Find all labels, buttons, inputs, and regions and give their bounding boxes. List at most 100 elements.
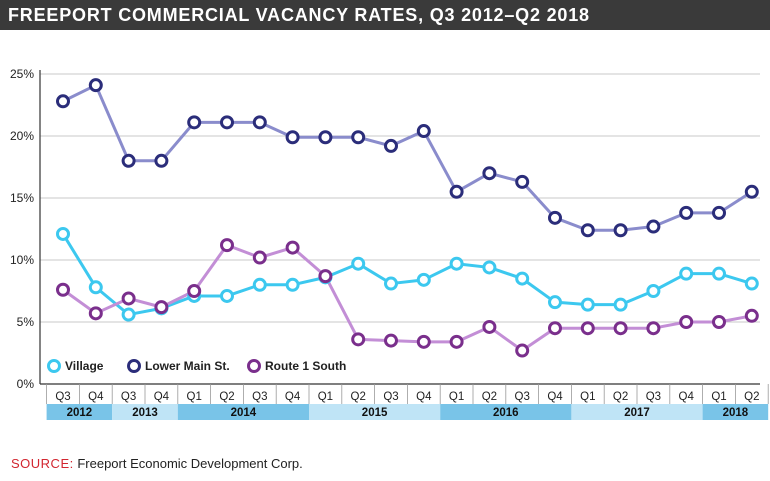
- series-line: [62, 83, 753, 232]
- data-point: [613, 321, 628, 336]
- data-point: [449, 334, 464, 349]
- year-label: 2016: [493, 407, 519, 419]
- data-point: [416, 334, 431, 349]
- data-point: [679, 315, 694, 329]
- data-point: [56, 282, 70, 297]
- data-point: [646, 219, 661, 234]
- legend-marker: [47, 359, 61, 373]
- data-point: [220, 238, 234, 253]
- data-point: [187, 284, 202, 298]
- year-label: 2018: [723, 407, 749, 419]
- data-point: [482, 260, 497, 275]
- x-tick-label: Q1: [318, 391, 333, 403]
- year-label: 2012: [67, 407, 93, 419]
- source-text: Freeport Economic Development Corp.: [73, 456, 303, 471]
- legend-label: Village: [65, 359, 104, 373]
- data-point: [613, 223, 628, 238]
- data-point: [285, 240, 300, 255]
- legend-marker: [247, 359, 261, 373]
- x-tick-label: Q4: [88, 391, 104, 403]
- data-point: [515, 271, 530, 286]
- data-point: [646, 284, 661, 298]
- chart-title: FREEPORT COMMERCIAL VACANCY RATES, Q3 20…: [8, 5, 590, 25]
- legend-marker: [127, 359, 141, 373]
- series-line: [61, 233, 753, 317]
- y-tick-label: 10%: [10, 253, 34, 267]
- data-point: [285, 130, 300, 145]
- year-band: [309, 404, 441, 420]
- x-tick-label: Q3: [55, 391, 70, 403]
- data-point: [712, 205, 726, 220]
- x-tick-label: Q1: [711, 391, 726, 403]
- data-point: [154, 300, 169, 315]
- data-point: [252, 277, 267, 292]
- legend-label: Lower Main St.: [145, 359, 230, 373]
- data-point: [220, 115, 234, 130]
- data-point: [285, 277, 300, 292]
- year-label: 2013: [132, 407, 158, 419]
- data-point: [744, 276, 759, 291]
- data-point: [187, 115, 202, 130]
- data-point: [88, 78, 103, 93]
- data-point: [416, 272, 431, 287]
- data-point: [121, 307, 136, 322]
- x-tick-label: Q4: [679, 391, 695, 403]
- data-point: [515, 174, 530, 189]
- series-line: [62, 243, 753, 353]
- year-band: [702, 404, 769, 420]
- y-tick-label: 5%: [17, 315, 35, 329]
- data-point: [416, 124, 431, 139]
- x-tick-label: Q1: [580, 391, 595, 403]
- data-point: [252, 115, 267, 130]
- chart-area: 0% 5% 10% 15% 20% 25% Q3 Q4 Q3 Q4 Q1 Q2 Q3 Q4 Q1 Q2 Q3 Q4…: [10, 67, 769, 420]
- data-point: [548, 295, 562, 310]
- title-bar: FREEPORT COMMERCIAL VACANCY RATES, Q3 20…: [0, 0, 770, 30]
- year-band: [440, 404, 572, 420]
- y-tick-label: 15%: [10, 191, 34, 205]
- data-point: [88, 280, 103, 295]
- data-point: [580, 223, 595, 238]
- data-point: [515, 343, 530, 358]
- year-band: [571, 404, 703, 420]
- data-point: [548, 210, 562, 225]
- x-tick-label: Q3: [252, 391, 267, 403]
- data-point: [646, 321, 661, 336]
- data-point: [121, 291, 136, 306]
- y-tick-label: 25%: [10, 67, 34, 81]
- data-point: [252, 250, 267, 265]
- data-point: [318, 269, 333, 284]
- data-point: [548, 321, 562, 336]
- data-point: [88, 306, 103, 321]
- y-tick-label: 20%: [10, 129, 34, 143]
- data-point: [351, 130, 366, 145]
- source-note: SOURCE: Freeport Economic Development Co…: [11, 456, 303, 471]
- year-band: [112, 404, 178, 420]
- data-point: [154, 153, 169, 168]
- data-point: [449, 256, 464, 271]
- x-tick-label: Q3: [646, 391, 661, 403]
- data-point: [56, 94, 70, 109]
- x-tick-label: Q3: [515, 391, 530, 403]
- data-point: [56, 226, 70, 241]
- x-tick-label: Q2: [613, 391, 628, 403]
- data-point: [613, 297, 628, 312]
- data-point: [712, 315, 726, 329]
- data-point: [679, 266, 694, 281]
- data-point: [712, 266, 726, 281]
- data-point: [121, 153, 136, 168]
- data-point: [384, 333, 398, 348]
- x-tick-label: Q2: [482, 391, 497, 403]
- x-tick-label: Q4: [154, 391, 170, 403]
- data-point: [744, 184, 759, 199]
- source-label: SOURCE:: [11, 456, 74, 471]
- data-point: [351, 332, 366, 347]
- data-point: [744, 308, 759, 323]
- data-point: [482, 319, 497, 334]
- data-point: [679, 205, 694, 220]
- data-point: [220, 288, 234, 303]
- data-point: [351, 256, 366, 271]
- x-tick-label: Q1: [187, 391, 202, 403]
- data-point: [580, 297, 595, 312]
- x-tick-label: Q3: [121, 391, 136, 403]
- x-tick-label: Q2: [219, 391, 234, 403]
